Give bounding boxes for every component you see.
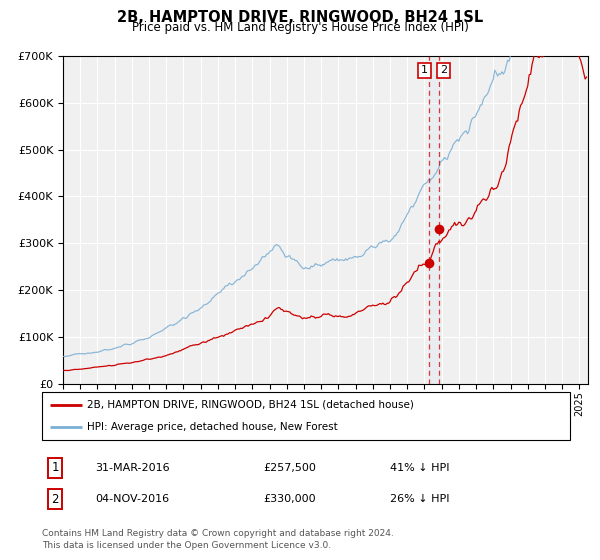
Text: 1: 1 (421, 66, 428, 76)
Text: Contains HM Land Registry data © Crown copyright and database right 2024.
This d: Contains HM Land Registry data © Crown c… (42, 529, 394, 550)
Text: 1: 1 (52, 461, 59, 474)
Text: 04-NOV-2016: 04-NOV-2016 (95, 494, 169, 504)
Text: 31-MAR-2016: 31-MAR-2016 (95, 463, 169, 473)
Text: 41% ↓ HPI: 41% ↓ HPI (391, 463, 450, 473)
Text: 2: 2 (52, 493, 59, 506)
Text: 2B, HAMPTON DRIVE, RINGWOOD, BH24 1SL (detached house): 2B, HAMPTON DRIVE, RINGWOOD, BH24 1SL (d… (87, 400, 414, 410)
Text: 26% ↓ HPI: 26% ↓ HPI (391, 494, 450, 504)
Bar (429, 56, 439, 384)
Text: Price paid vs. HM Land Registry's House Price Index (HPI): Price paid vs. HM Land Registry's House … (131, 21, 469, 34)
Text: £257,500: £257,500 (264, 463, 317, 473)
Text: 2: 2 (440, 66, 447, 76)
Text: £330,000: £330,000 (264, 494, 316, 504)
FancyBboxPatch shape (42, 392, 570, 440)
Text: 2B, HAMPTON DRIVE, RINGWOOD, BH24 1SL: 2B, HAMPTON DRIVE, RINGWOOD, BH24 1SL (117, 10, 483, 25)
Text: HPI: Average price, detached house, New Forest: HPI: Average price, detached house, New … (87, 422, 338, 432)
